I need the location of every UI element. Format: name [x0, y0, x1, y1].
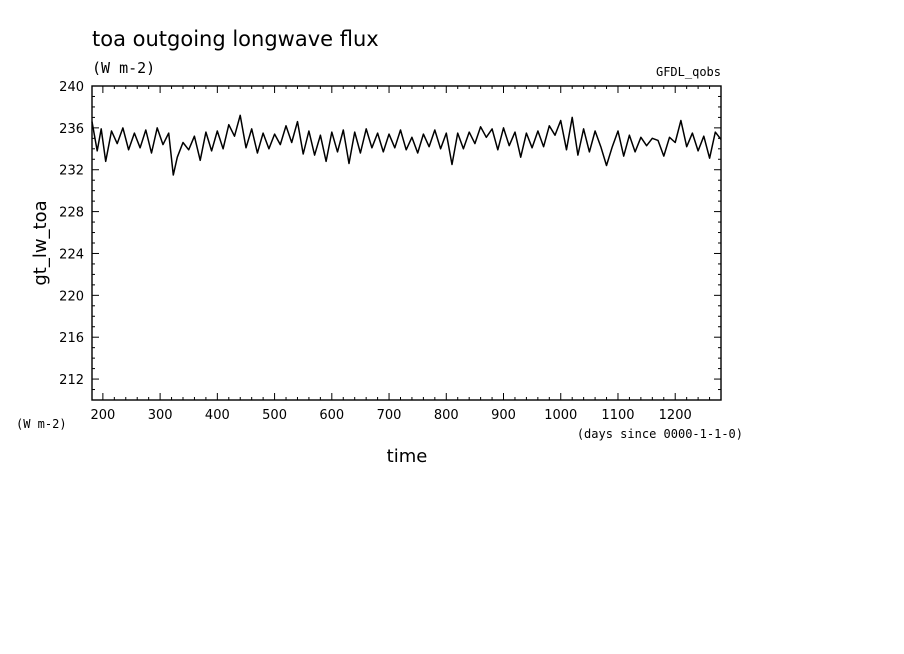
series-line-0	[91, 114, 722, 176]
source-label: GFDL_qobs	[656, 65, 721, 79]
tick-labels: 212 216 220 224 228 232 236 240 200 300 400 500 600 7…	[59, 80, 692, 423]
x-tick-label: 200	[90, 408, 115, 423]
x-tick-label: 1200	[659, 408, 692, 423]
axis-ticks	[92, 85, 722, 401]
y-units-label: (W m-2)	[16, 417, 67, 431]
x-tick-label: 700	[377, 408, 402, 423]
y-tick-label: 224	[59, 247, 84, 262]
y-axis-label: gt_lw_toa	[30, 200, 51, 285]
y-tick-label: 212	[59, 373, 84, 388]
x-tick-label: 400	[205, 408, 230, 423]
x-tick-label: 1100	[601, 408, 634, 423]
x-axis-label: time	[387, 446, 428, 467]
y-tick-label: 232	[59, 164, 84, 179]
y-tick-label: 216	[59, 331, 84, 346]
y-tick-label: 236	[59, 122, 84, 137]
y-tick-label: 240	[59, 80, 84, 95]
chart-subtitle: (W m-2)	[92, 59, 155, 77]
x-tick-label: 600	[319, 408, 344, 423]
x-units-label: (days since 0000-1-1-0)	[577, 427, 743, 441]
y-tick-label: 228	[59, 206, 84, 221]
x-tick-label: 800	[434, 408, 459, 423]
x-tick-label: 500	[262, 408, 287, 423]
chart-title: toa outgoing longwave flux	[92, 27, 379, 51]
x-tick-label: 300	[148, 408, 173, 423]
plot-frame	[91, 85, 722, 401]
x-tick-label: 1000	[544, 408, 577, 423]
y-tick-label: 220	[59, 289, 84, 304]
x-tick-label: 900	[491, 408, 516, 423]
series-group	[91, 114, 722, 176]
